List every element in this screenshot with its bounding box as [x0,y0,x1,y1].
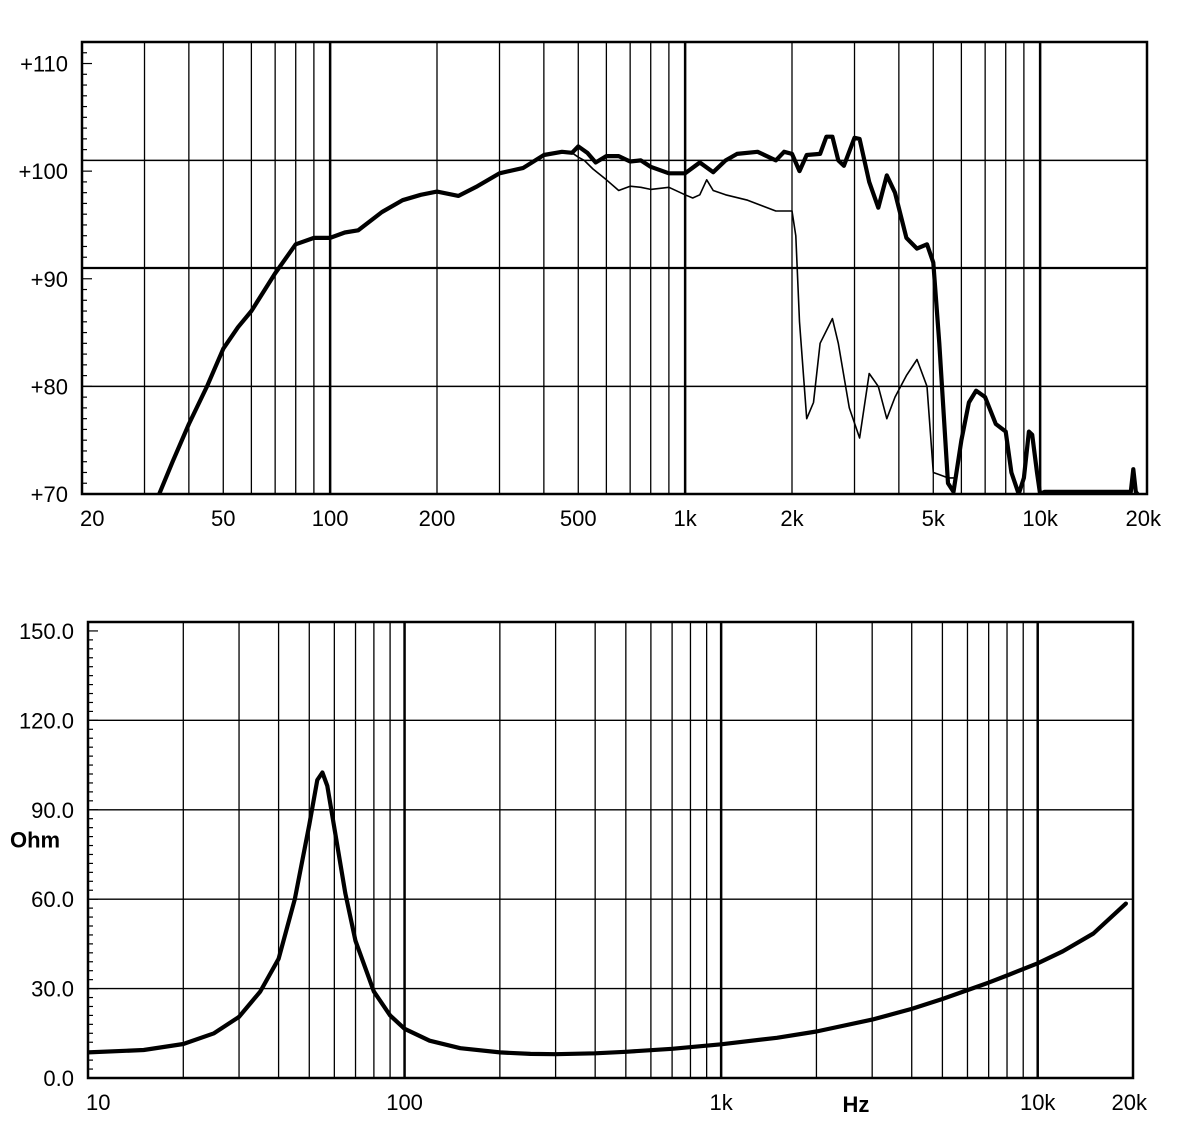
y-tick-label: 120.0 [19,708,74,733]
plot-frame [86,620,1135,1080]
x-tick-label: 200 [419,506,456,531]
x-axis-label: Hz [843,1092,870,1117]
x-tick-label: 1k [710,1090,734,1115]
y-tick-label: 150.0 [19,619,74,644]
x-tick-label: 20 [80,506,104,531]
x-tick-label: 50 [211,506,235,531]
impedance-chart: 10 100 1k 10k 20k 0.0 30.0 60.0 90.0 120.0 150.0 Oh… [10,619,1148,1117]
x-tick-label: 100 [312,506,349,531]
y-tick-label: +100 [18,159,68,184]
y-tick-label: 60.0 [31,887,74,912]
y-tick-label: +80 [31,374,68,399]
x-tick-label: 10k [1020,1090,1056,1115]
y-tick-label: 30.0 [31,977,74,1002]
y-tick-label: +70 [31,482,68,507]
x-tick-label: 100 [386,1090,423,1115]
x-tick-label: 20k [1112,1090,1148,1115]
x-tick-label: 500 [560,506,597,531]
x-tick-label: 20k [1126,506,1162,531]
x-tick-label: 10k [1022,506,1058,531]
frequency-response-chart: 20 50 100 200 500 1k 2k 5k 10k 20k +70 +80 +90 +100 +1… [18,40,1162,531]
y-tick-label: +90 [31,267,68,292]
y-tick-label: 90.0 [31,798,74,823]
y-axis-label: Ohm [10,828,60,853]
x-tick-label: 1k [674,506,698,531]
x-tick-label: 10 [86,1090,110,1115]
x-tick-label: 2k [780,506,804,531]
y-tick-label: +110 [20,52,68,77]
x-tick-label: 5k [922,506,946,531]
y-tick-label: 0.0 [43,1066,74,1091]
series-line-thick [88,770,1128,1057]
series-line-thick [157,134,1140,494]
series-line-thin [571,152,955,479]
